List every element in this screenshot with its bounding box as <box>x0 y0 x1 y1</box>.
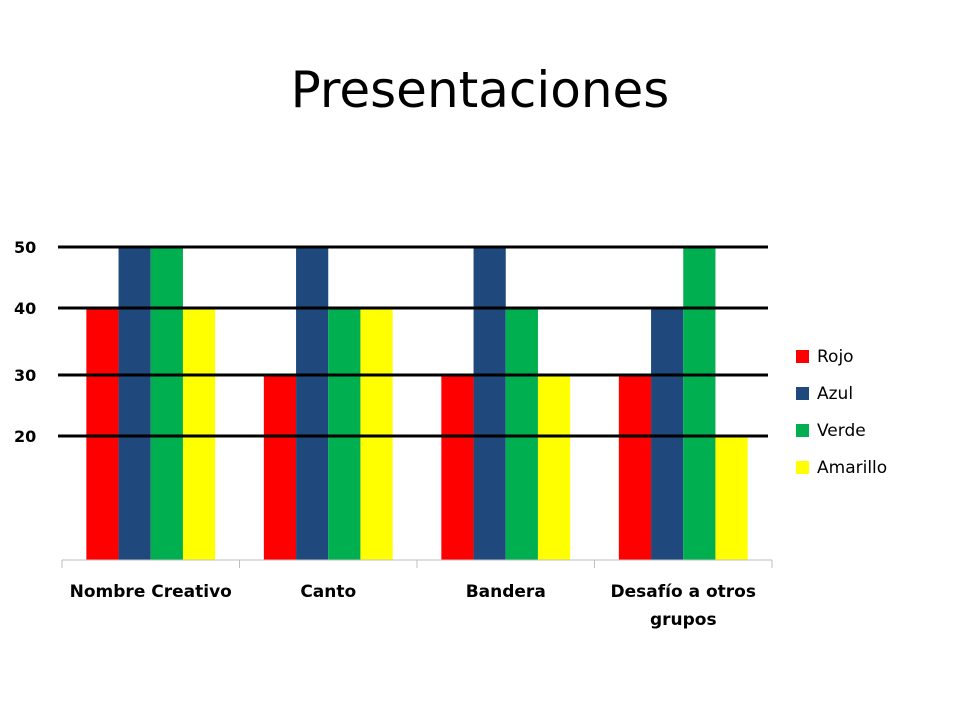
x-category-label-4: Desafío a otros grupos <box>611 582 756 630</box>
legend-item-rojo: Rojo <box>796 338 887 375</box>
bar-rojo-2 <box>263 375 297 560</box>
slide-title: Presentaciones <box>290 61 670 119</box>
bars-layer <box>86 247 748 560</box>
bar-rojo-4 <box>618 375 652 560</box>
legend-label-amarillo: Amarillo <box>817 457 888 478</box>
legend-label-verde: Verde <box>817 420 866 441</box>
bar-amarillo-1 <box>182 308 216 560</box>
bar-rojo-3 <box>441 375 474 560</box>
bar-verde-3 <box>505 308 538 560</box>
bar-azul-4 <box>651 308 684 560</box>
labels-layer: 20 30 40 50 Nombre Creativo Canto Bandera Desaf… <box>14 238 756 630</box>
bar-amarillo-4 <box>715 436 748 560</box>
bar-verde-4 <box>683 247 716 560</box>
x-category-label-3: Bandera <box>466 582 546 602</box>
bar-rojo-1 <box>86 308 119 560</box>
y-tick-label-30: 30 <box>14 366 36 385</box>
y-tick-label-40: 40 <box>14 299 36 318</box>
legend-swatch-rojo <box>796 350 809 363</box>
legend-label-azul: Azul <box>817 383 854 404</box>
legend-item-verde: Verde <box>796 412 887 449</box>
bar-azul-3 <box>473 247 506 560</box>
x-category-label-2: Canto <box>300 582 356 602</box>
legend-swatch-amarillo <box>796 461 809 474</box>
legend-swatch-azul <box>796 387 809 400</box>
bar-amarillo-3 <box>537 375 571 560</box>
gridlines-layer <box>58 245 768 438</box>
legend-swatch-verde <box>796 424 809 437</box>
legend-item-amarillo: Amarillo <box>796 449 887 486</box>
y-tick-label-50: 50 <box>14 238 36 257</box>
y-tick-label-20: 20 <box>14 427 36 446</box>
bar-azul-1 <box>118 247 151 560</box>
axis-layer <box>61 559 773 568</box>
bar-amarillo-2 <box>360 308 393 560</box>
x-category-label-1: Nombre Creativo <box>70 582 232 602</box>
bar-azul-2 <box>296 247 329 560</box>
bar-verde-2 <box>328 308 361 560</box>
chart-legend: Rojo Azul Verde Amarillo <box>796 338 887 486</box>
legend-item-azul: Azul <box>796 375 887 412</box>
bar-verde-1 <box>150 247 183 560</box>
legend-label-rojo: Rojo <box>817 346 854 367</box>
